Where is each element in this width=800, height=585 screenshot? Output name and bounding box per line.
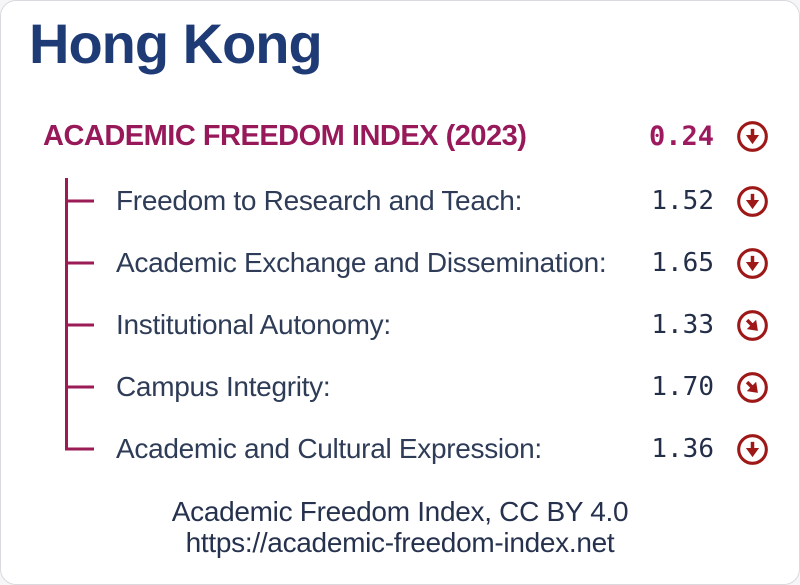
indicator-label: Campus Integrity: bbox=[116, 371, 331, 402]
indicator-label: Academic Exchange and Dissemination: bbox=[116, 247, 607, 278]
attribution-url-text: https://academic-freedom-index.net bbox=[185, 527, 615, 559]
indicator-label: Freedom to Research and Teach: bbox=[116, 185, 523, 216]
indicator-value: 1.36 bbox=[651, 434, 714, 464]
afi-header-row: ACADEMIC FREEDOM INDEX (2023) 0.24 bbox=[43, 118, 769, 154]
attribution-license-text: Academic Freedom Index, CC BY 4.0 bbox=[171, 496, 629, 527]
tree-branch-line bbox=[65, 261, 94, 265]
attribution-footer: Academic Freedom Index, CC BY 4.0 https:… bbox=[1, 496, 799, 559]
tree-branch-line bbox=[65, 323, 94, 327]
tree-branch-line bbox=[65, 447, 94, 451]
indicator-label: Institutional Autonomy: bbox=[116, 309, 391, 340]
tree-branch-line bbox=[65, 199, 94, 203]
indicator-list: Freedom to Research and Teach: 1.52 Acad… bbox=[1, 170, 799, 480]
country-title: Hong Kong bbox=[29, 12, 323, 75]
circled-arrow-down-icon bbox=[736, 185, 769, 218]
indicator-label: Academic and Cultural Expression: bbox=[116, 433, 542, 464]
circled-arrow-down-icon bbox=[736, 433, 769, 466]
tree-rail-line bbox=[65, 178, 68, 449]
indicator-value: 1.52 bbox=[651, 186, 714, 216]
indicator-row-campus-integrity: Campus Integrity: 1.70 bbox=[1, 356, 799, 418]
indicator-row-academic-cultural-expression: Academic and Cultural Expression: 1.36 bbox=[1, 418, 799, 480]
afi-header-value: 0.24 bbox=[648, 120, 714, 152]
indicator-row-institutional-autonomy: Institutional Autonomy: 1.33 bbox=[1, 294, 799, 356]
indicator-row-academic-exchange: Academic Exchange and Dissemination: 1.6… bbox=[1, 232, 799, 294]
indicator-value: 1.33 bbox=[651, 310, 714, 340]
indicator-row-freedom-to-research: Freedom to Research and Teach: 1.52 bbox=[1, 170, 799, 232]
circled-arrow-down-right-icon bbox=[736, 309, 769, 342]
indicator-value: 1.65 bbox=[651, 248, 714, 278]
circled-arrow-down-icon bbox=[736, 120, 769, 153]
tree-branch-line bbox=[65, 385, 94, 389]
circled-arrow-down-right-icon bbox=[736, 371, 769, 404]
circled-arrow-down-icon bbox=[736, 247, 769, 280]
indicator-value: 1.70 bbox=[651, 372, 714, 402]
afi-header-label: ACADEMIC FREEDOM INDEX (2023) bbox=[43, 119, 527, 152]
